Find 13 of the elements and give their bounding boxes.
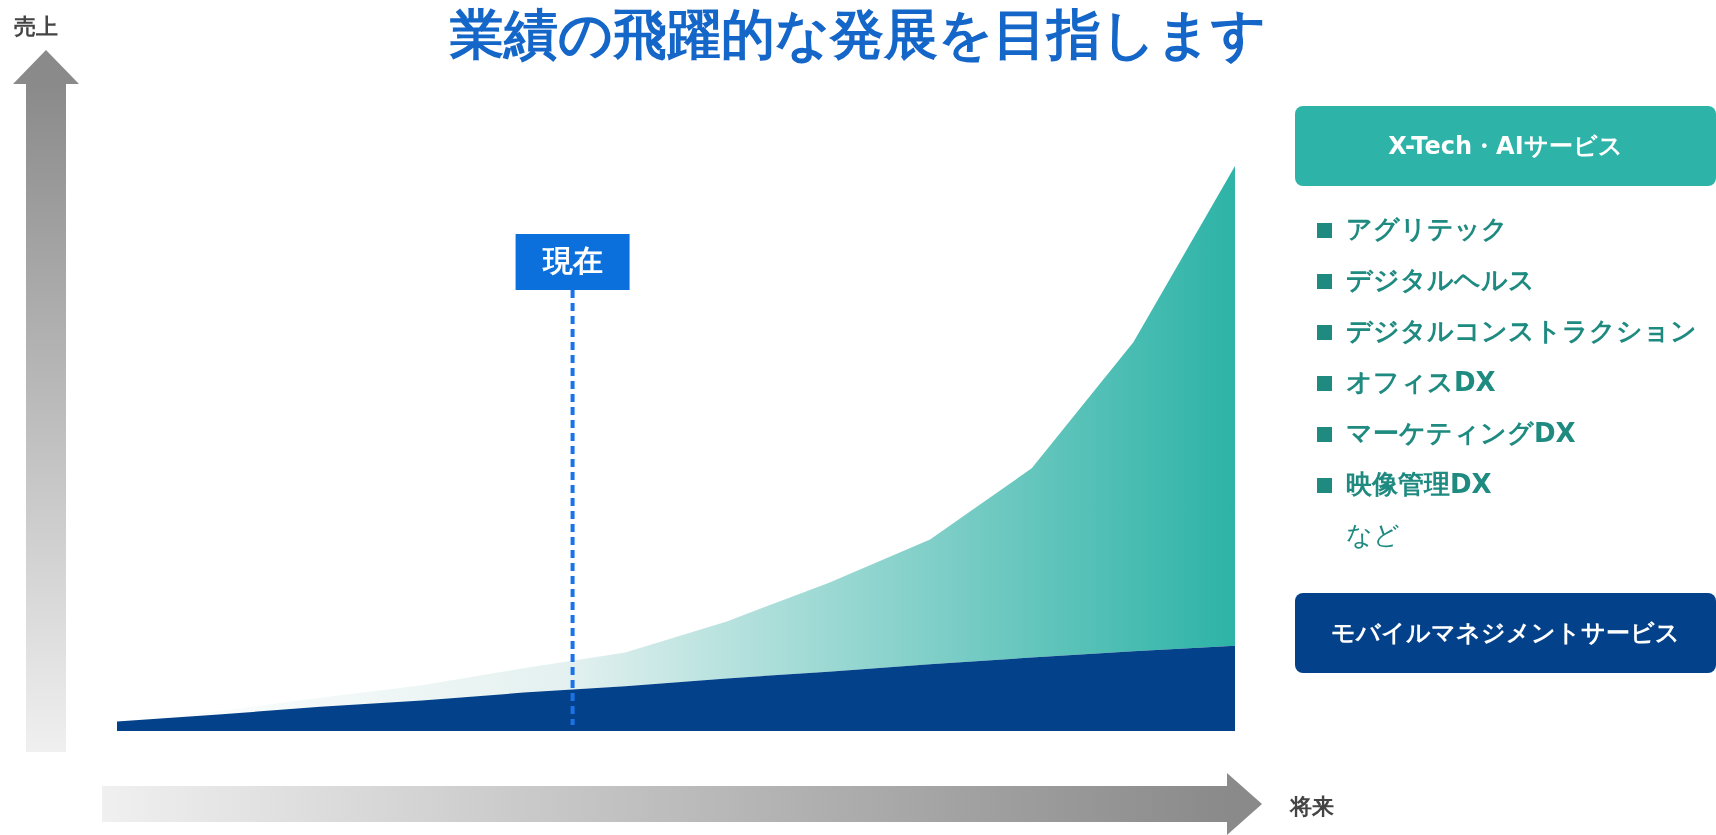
text: アグリテック bbox=[1346, 214, 1508, 244]
text: デジタルヘルス bbox=[1346, 265, 1535, 295]
text: デジタルコンストラクション bbox=[1346, 316, 1697, 346]
annotation: 現在 bbox=[541, 242, 603, 278]
text: 映像管理DX bbox=[1346, 469, 1492, 499]
text: など bbox=[1346, 520, 1400, 550]
chart-title: 業績の飛躍的な発展を目指します bbox=[450, 3, 1266, 66]
text: マーケティングDX bbox=[1346, 418, 1576, 448]
text: 売上 bbox=[14, 13, 58, 41]
x-axis-title: 将来 bbox=[1290, 793, 1334, 821]
text: X-Tech・AIサービス bbox=[1295, 106, 1716, 186]
text: オフィスDX bbox=[1346, 367, 1496, 397]
text: モバイルマネジメントサービス bbox=[1295, 593, 1716, 673]
